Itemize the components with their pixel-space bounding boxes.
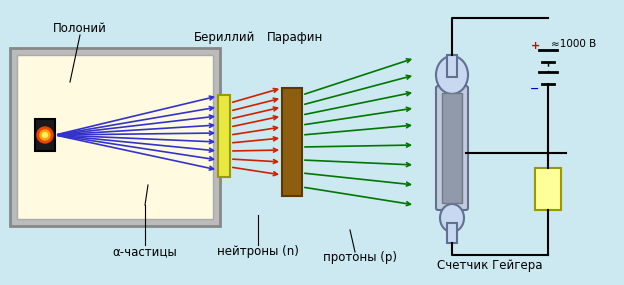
Bar — [282, 88, 302, 196]
Text: α-частицы: α-частицы — [112, 245, 177, 258]
Bar — [442, 93, 462, 203]
Circle shape — [42, 133, 47, 137]
Text: Бериллий: Бериллий — [194, 32, 256, 44]
Text: Парафин: Парафин — [267, 32, 323, 44]
Text: Полоний: Полоний — [53, 21, 107, 34]
Circle shape — [40, 130, 50, 140]
Text: протоны (p): протоны (p) — [323, 251, 397, 264]
Bar — [17, 55, 213, 219]
Text: нейтроны (n): нейтроны (n) — [217, 245, 299, 258]
Text: −: − — [530, 84, 540, 94]
FancyBboxPatch shape — [436, 86, 468, 210]
Bar — [10, 48, 220, 226]
Bar — [218, 95, 230, 177]
Text: ≈1000 В: ≈1000 В — [551, 39, 597, 49]
Bar — [447, 55, 457, 77]
Ellipse shape — [440, 204, 464, 232]
Text: +: + — [530, 41, 540, 51]
Bar — [447, 223, 457, 243]
Bar — [35, 119, 55, 151]
Bar — [535, 168, 561, 210]
Text: Счетчик Гейгера: Счетчик Гейгера — [437, 258, 543, 272]
Ellipse shape — [436, 56, 468, 94]
Circle shape — [37, 127, 53, 143]
